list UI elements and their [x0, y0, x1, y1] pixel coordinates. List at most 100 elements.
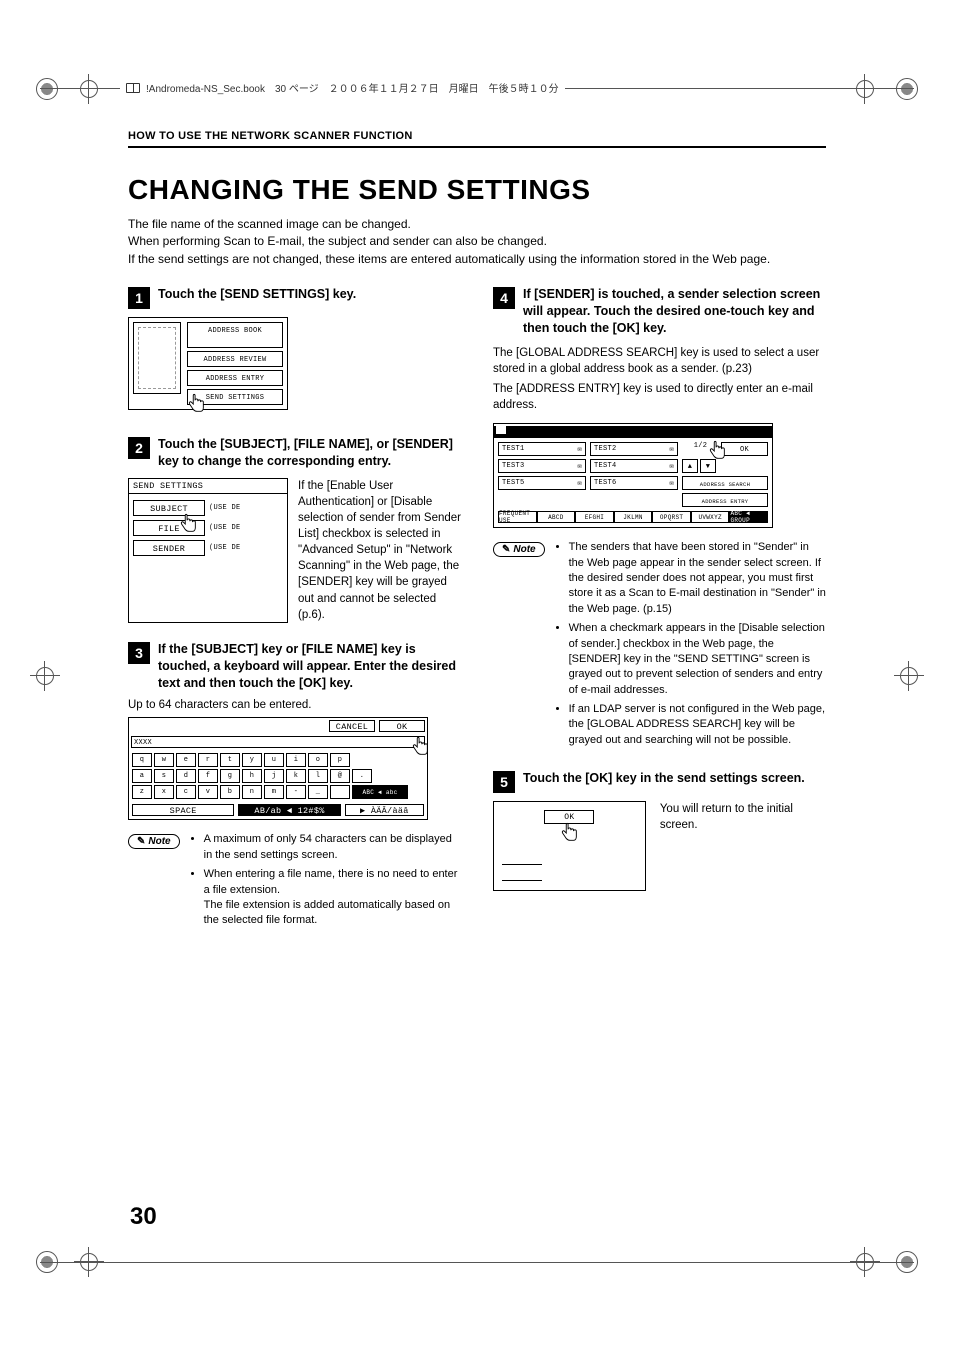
ok-key: OK [721, 442, 768, 456]
ok-key: OK [379, 720, 425, 732]
section-header: HOW TO USE THE NETWORK SCANNER FUNCTION [128, 130, 826, 142]
index-tab: ABCD [537, 511, 576, 523]
keyboard-key: . [352, 769, 372, 783]
keyboard-key: e [176, 753, 196, 767]
keyboard-key: h [242, 769, 262, 783]
note-badge: Note [128, 834, 180, 849]
page-number: 30 [130, 1203, 157, 1231]
figure-sender-select: TEST1✉TEST3✉TEST5✉ TEST2✉TEST4✉TEST6✉ 1/… [493, 423, 773, 528]
keyboard-key: p [330, 753, 350, 767]
address-book-key: ADDRESS BOOK [187, 322, 283, 348]
keyboard-key: l [308, 769, 328, 783]
address-entry-key: ADDRESS ENTRY [187, 370, 283, 386]
keyboard-key: n [242, 785, 262, 799]
sender-item: TEST2✉ [590, 442, 678, 456]
keyboard-key: w [154, 753, 174, 767]
index-tab: EFGHI [575, 511, 614, 523]
index-tab: ABC ◄ GROUP [729, 511, 768, 523]
keyboard-key: a [132, 769, 152, 783]
keyboard-rows: qwertyuiop asdfghjkl@. zxcvbnm-_ ABC ◄ ab… [129, 750, 427, 802]
step-number: 5 [493, 771, 515, 793]
keyboard-key: s [154, 769, 174, 783]
step-5-title: Touch the [OK] key in the send settings … [523, 770, 805, 787]
address-entry-key: ADDRESS ENTRY [682, 493, 768, 507]
cancel-key: CANCEL [329, 720, 375, 732]
index-tab: UVWXYZ [691, 511, 730, 523]
step-number: 1 [128, 287, 150, 309]
keyboard-key: d [176, 769, 196, 783]
scroll-up-icon: ▲ [682, 459, 698, 473]
keyboard-key: k [286, 769, 306, 783]
step-4-para2: The [ADDRESS ENTRY] key is used to direc… [493, 381, 826, 413]
step-4-note: Note The senders that have been stored i… [493, 540, 826, 752]
keyboard-key: r [198, 753, 218, 767]
keyboard-key: f [198, 769, 218, 783]
address-search-key: ADDRESS SEARCH [682, 476, 768, 490]
keyboard-key: i [286, 753, 306, 767]
page-title: CHANGING THE SEND SETTINGS [128, 174, 826, 206]
keyboard-key: x [154, 785, 174, 799]
keyboard-key: m [264, 785, 284, 799]
step-1-title: Touch the [SEND SETTINGS] key. [158, 286, 356, 303]
intro-paragraph: The file name of the scanned image can b… [128, 216, 826, 268]
step-2: 2 Touch the [SUBJECT], [FILE NAME], or [… [128, 436, 461, 623]
keyboard-key: b [220, 785, 240, 799]
index-tab: JKLMN [614, 511, 653, 523]
hand-cursor-icon [185, 393, 207, 415]
step-4-para1: The [GLOBAL ADDRESS SEARCH] key is used … [493, 345, 826, 377]
keyboard-key: j [264, 769, 284, 783]
step-number: 3 [128, 642, 150, 664]
hand-cursor-icon [177, 513, 199, 535]
step-2-title: Touch the [SUBJECT], [FILE NAME], or [SE… [158, 436, 461, 470]
step-3: 3 If the [SUBJECT] key or [FILE NAME] ke… [128, 641, 461, 933]
space-key: SPACE [132, 804, 234, 816]
abc-mode-key: ABC ◄ abc [352, 785, 408, 799]
hand-cursor-icon [558, 822, 580, 844]
figure-ok-screen: OK [493, 801, 646, 891]
keyboard-key: z [132, 785, 152, 799]
step-3-title: If the [SUBJECT] key or [FILE NAME] key … [158, 641, 461, 692]
note-item: If an LDAP server is not configured in t… [569, 702, 826, 748]
keyboard-key: g [220, 769, 240, 783]
note-item: A maximum of only 54 characters can be d… [204, 832, 461, 863]
step-number: 4 [493, 287, 515, 309]
step-1: 1 Touch the [SEND SETTINGS] key. ADDRESS… [128, 286, 461, 410]
keyboard-key: c [176, 785, 196, 799]
scan-preview-icon [133, 322, 181, 394]
keyboard-key: q [132, 753, 152, 767]
figure-send-settings-screen: SEND SETTINGS SUBJECT(USE DE FILE(USE DE… [128, 478, 288, 623]
sender-item: TEST6✉ [590, 476, 678, 490]
accent-key: ▶ ÀÄÂ/àäâ [345, 804, 424, 816]
sender-key: SENDER [133, 540, 205, 556]
keyboard-key: u [264, 753, 284, 767]
mail-icon [496, 426, 506, 434]
section-rule [128, 146, 826, 148]
keyboard-key: @ [330, 769, 350, 783]
step-4: 4 If [SENDER] is touched, a sender selec… [493, 286, 826, 752]
note-item: When entering a file name, there is no n… [204, 867, 461, 929]
mode-toggle-key: AB/ab ◄ 12#$% [238, 804, 340, 816]
sender-item: TEST5✉ [498, 476, 586, 490]
keyboard-key: v [198, 785, 218, 799]
keyboard-key: y [242, 753, 262, 767]
keyboard-key: _ [308, 785, 328, 799]
note-badge: Note [493, 542, 545, 557]
keyboard-key: o [308, 753, 328, 767]
sender-item: TEST1✉ [498, 442, 586, 456]
figure-keyboard: CANCEL OK XXXX qwertyuiop asdfghjkl@. zx… [128, 717, 428, 820]
print-header-meta: !Andromeda-NS_Sec.book 30 ページ ２００６年１１月２７… [120, 80, 565, 95]
keyboard-key: - [286, 785, 306, 799]
step-3-note: Note A maximum of only 54 characters can… [128, 832, 461, 932]
keyboard-key: t [220, 753, 240, 767]
sender-item: TEST3✉ [498, 459, 586, 473]
hand-cursor-icon [706, 440, 728, 462]
address-review-key: ADDRESS REVIEW [187, 351, 283, 367]
sender-item: TEST4✉ [590, 459, 678, 473]
step-3-subtext: Up to 64 characters can be entered. [128, 699, 461, 711]
send-settings-header: SEND SETTINGS [129, 479, 287, 494]
step-2-paragraph: If the [Enable User Authentication] or [… [298, 478, 461, 623]
text-entry-field: XXXX [131, 736, 425, 748]
index-tab: FREQUENT USE [498, 511, 537, 523]
index-tab: OPQRST [652, 511, 691, 523]
step-5: 5 Touch the [OK] key in the send setting… [493, 770, 826, 891]
